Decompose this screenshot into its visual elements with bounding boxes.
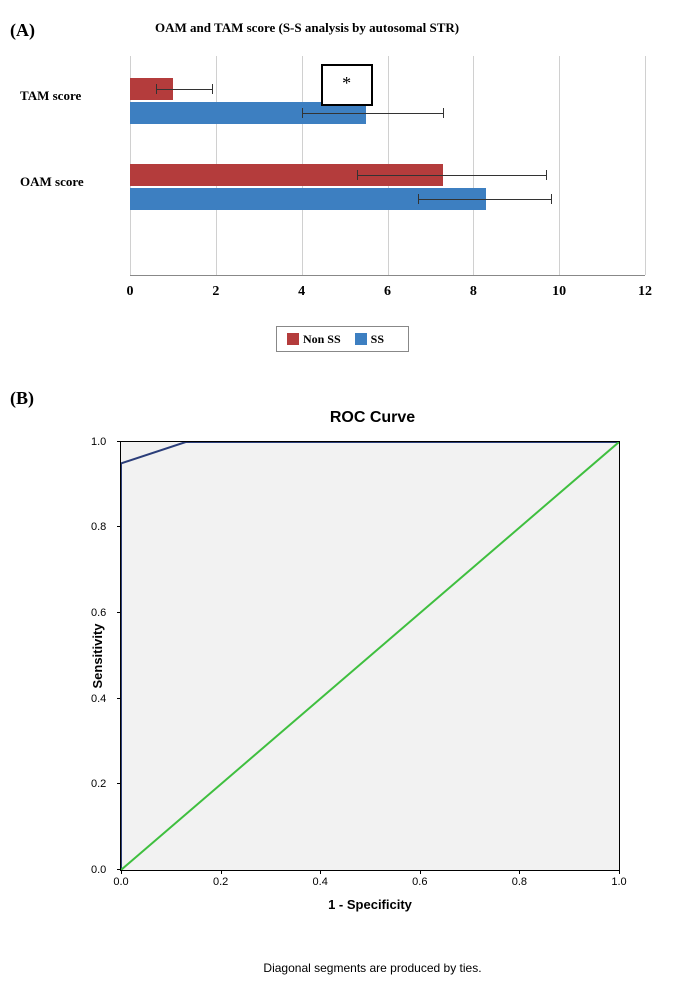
bar-chart-plot-area: 024681012TAM scoreOAM score* xyxy=(130,56,645,276)
gridline xyxy=(473,56,474,275)
error-cap xyxy=(443,108,444,118)
y-tick-label: 0.8 xyxy=(91,521,106,533)
y-category-label: TAM score xyxy=(20,88,120,104)
y-tick-label: 1.0 xyxy=(91,436,106,448)
x-tick xyxy=(619,870,620,874)
x-tick-label: 10 xyxy=(552,284,566,300)
panel-a: (A) OAM and TAM score (S-S analysis by a… xyxy=(10,20,675,352)
error-bar xyxy=(302,113,444,114)
error-cap xyxy=(156,84,157,94)
figure: (A) OAM and TAM score (S-S analysis by a… xyxy=(10,20,675,975)
panel-a-label: (A) xyxy=(10,20,35,41)
error-cap xyxy=(546,170,547,180)
roc-title: ROC Curve xyxy=(70,409,675,427)
panel-b: (B) ROC Curve 1 - Specificity Sensitivit… xyxy=(10,382,675,975)
x-tick xyxy=(320,870,321,874)
roc-caption: Diagonal segments are produced by ties. xyxy=(70,961,675,975)
roc-plot-area: 1 - Specificity Sensitivity 0.00.00.20.2… xyxy=(120,441,620,871)
error-cap xyxy=(551,194,552,204)
x-tick-label: 0 xyxy=(127,284,134,300)
x-tick-label: 2 xyxy=(212,284,219,300)
y-tick xyxy=(117,783,121,784)
error-cap xyxy=(212,84,213,94)
error-bar xyxy=(418,199,551,200)
x-tick xyxy=(221,870,222,874)
panel-a-title: OAM and TAM score (S-S analysis by autos… xyxy=(155,20,459,36)
significance-marker: * xyxy=(321,64,373,106)
x-tick-label: 6 xyxy=(384,284,391,300)
x-tick xyxy=(420,870,421,874)
x-tick xyxy=(519,870,520,874)
error-cap xyxy=(418,194,419,204)
bar-chart: 024681012TAM scoreOAM score* xyxy=(130,56,645,316)
x-tick-label: 0.8 xyxy=(512,876,527,888)
legend-swatch xyxy=(287,333,299,345)
y-tick xyxy=(117,698,121,699)
x-tick-label: 1.0 xyxy=(611,876,626,888)
legend-label: Non SS xyxy=(303,332,341,346)
y-tick xyxy=(117,441,121,442)
legend-label: SS xyxy=(371,332,384,346)
x-tick-label: 0.2 xyxy=(213,876,228,888)
y-tick-label: 0.0 xyxy=(91,864,106,876)
diagonal-line xyxy=(121,442,619,870)
panel-b-label: (B) xyxy=(10,388,34,409)
legend: Non SS SS xyxy=(10,326,675,352)
x-tick-label: 12 xyxy=(638,284,652,300)
y-tick-label: 0.6 xyxy=(91,607,106,619)
x-tick-label: 4 xyxy=(298,284,305,300)
x-tick-label: 0.0 xyxy=(113,876,128,888)
error-bar xyxy=(357,175,546,176)
legend-box: Non SS SS xyxy=(276,326,409,352)
error-cap xyxy=(302,108,303,118)
y-category-label: OAM score xyxy=(20,174,120,190)
legend-swatch xyxy=(355,333,367,345)
x-tick xyxy=(121,870,122,874)
y-tick-label: 0.4 xyxy=(91,693,106,705)
roc-chart: 1 - Specificity Sensitivity 0.0 0.0 0.2 0.2… xyxy=(90,431,650,911)
gridline xyxy=(645,56,646,275)
error-cap xyxy=(357,170,358,180)
y-tick xyxy=(117,869,121,870)
x-tick-label: 0.6 xyxy=(412,876,427,888)
gridline xyxy=(559,56,560,275)
roc-svg xyxy=(121,442,619,870)
error-bar xyxy=(156,89,212,90)
y-tick xyxy=(117,612,121,613)
x-tick-label: 0.4 xyxy=(313,876,328,888)
roc-xlabel: 1 - Specificity xyxy=(328,897,412,912)
y-tick xyxy=(117,526,121,527)
roc-ylabel: Sensitivity xyxy=(90,623,105,688)
x-tick-label: 8 xyxy=(470,284,477,300)
y-tick-label: 0.2 xyxy=(91,778,106,790)
